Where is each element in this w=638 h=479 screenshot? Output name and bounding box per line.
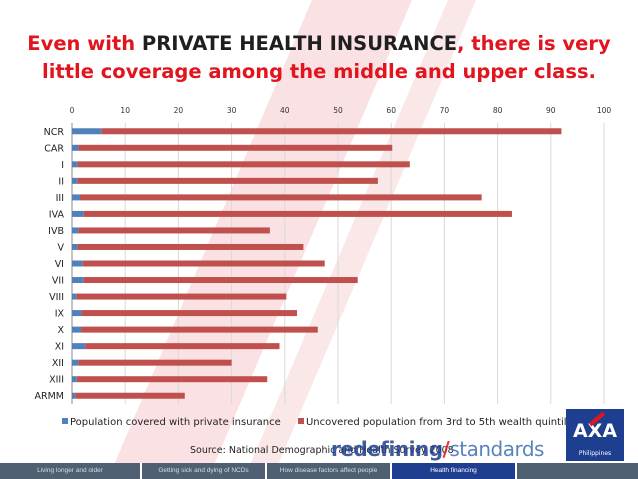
footer-tab-living-longer[interactable]: Living longer and older (0, 463, 140, 479)
bar-uncovered (79, 194, 482, 201)
bar-uncovered (77, 243, 304, 250)
y-tick-label: CAR (44, 143, 64, 154)
diagonal-stripe-main (108, 0, 412, 479)
bar-uncovered (77, 161, 410, 168)
y-tick-label: XIII (49, 375, 64, 386)
bar-covered (72, 260, 83, 267)
x-tick-label: 30 (227, 106, 237, 115)
bar-covered (72, 243, 78, 250)
legend-label-uncovered: Uncovered population from 3rd to 5th wea… (305, 417, 578, 428)
bar-uncovered (76, 293, 287, 300)
bar-covered (72, 326, 82, 333)
bar-uncovered (85, 343, 280, 350)
bar-uncovered (77, 177, 378, 184)
y-tick-label: IVB (48, 226, 64, 237)
x-tick-label: 60 (386, 106, 396, 115)
footer-divider (390, 463, 392, 479)
brand-second: standards (449, 437, 544, 461)
bar-covered (72, 161, 78, 168)
bar-covered (72, 277, 84, 284)
y-tick-label: VII (52, 276, 64, 287)
source-note: Source: National Demographic and Health … (190, 445, 454, 456)
y-tick-label: V (58, 242, 65, 253)
bar-uncovered (81, 310, 298, 317)
legend-swatch-uncovered (297, 418, 304, 424)
brand-tagline: redefining/standards (331, 437, 544, 461)
bar-uncovered (83, 277, 358, 284)
brand-slash: / (442, 437, 450, 461)
title-prefix: Even with (27, 32, 142, 55)
legend-item-covered: Population covered with private insuranc… (62, 417, 281, 428)
footer-divider (265, 463, 267, 479)
bar-uncovered (76, 376, 268, 383)
footer-tab-ncds[interactable]: Getting sick and dying of NCDs (142, 463, 265, 479)
x-tick-label: 90 (546, 106, 556, 115)
footer-nav: Living longer and older Getting sick and… (0, 463, 638, 479)
bar-uncovered (75, 392, 185, 399)
x-tick-label: 0 (70, 106, 75, 115)
bar-covered (72, 343, 86, 350)
diagonal-stripe-thin (244, 0, 476, 479)
bar-covered (72, 144, 79, 151)
x-tick-label: 70 (440, 106, 450, 115)
slide-title: Even with PRIVATE HEALTH INSURANCE, ther… (20, 30, 618, 86)
bar-covered (72, 177, 78, 184)
brand-first: redefining (331, 437, 443, 461)
bar-covered (72, 359, 79, 366)
bar-covered (72, 227, 79, 234)
y-tick-label: IX (55, 309, 65, 320)
y-tick-label: II (58, 176, 64, 187)
bar-uncovered (82, 260, 325, 267)
bar-uncovered (101, 128, 562, 135)
y-tick-label: VIII (49, 292, 64, 303)
x-tick-label: 40 (280, 106, 290, 115)
axa-logo-subtext: Philippines (578, 450, 612, 457)
bar-covered (72, 128, 102, 135)
bar-uncovered (78, 359, 232, 366)
axa-logo-text: AXA (572, 420, 618, 442)
y-tick-label: XII (52, 358, 64, 369)
x-tick-label: 100 (597, 106, 612, 115)
footer-tab-disease-factors[interactable]: How disease factors affect people (267, 463, 390, 479)
x-tick-label: 80 (493, 106, 503, 115)
x-tick-label: 50 (333, 106, 343, 115)
footer-tab-health-financing[interactable]: Health financing (392, 463, 515, 479)
legend-swatch-covered (62, 418, 68, 424)
y-tick-label: ARMM (35, 391, 65, 402)
footer-tab-blank (517, 463, 638, 479)
chart-legend: Population covered with private insuranc… (62, 417, 592, 428)
bar-covered (72, 194, 80, 201)
x-tick-label: 10 (120, 106, 130, 115)
y-tick-label: IVA (49, 209, 65, 220)
y-tick-label: III (56, 193, 64, 204)
legend-label-covered: Population covered with private insuranc… (70, 417, 281, 428)
axa-logo: AXA Philippines (566, 409, 624, 461)
legend-item-uncovered: Uncovered population from 3rd to 5th wea… (297, 417, 578, 428)
bar-covered (72, 310, 82, 317)
bar-covered (72, 293, 77, 300)
y-tick-label: I (61, 160, 64, 171)
y-tick-label: VI (55, 259, 64, 270)
footer-divider (140, 463, 142, 479)
footer-divider (515, 463, 517, 479)
bar-covered (72, 376, 77, 383)
bar-covered (72, 210, 84, 217)
bar-uncovered (81, 326, 318, 333)
title-suffix: , there is very little coverage among th… (42, 32, 611, 83)
bar-uncovered (78, 227, 270, 234)
bar-uncovered (83, 210, 512, 217)
y-tick-label: NCR (44, 127, 65, 138)
x-tick-label: 20 (174, 106, 184, 115)
bar-uncovered (78, 144, 393, 151)
title-highlight: PRIVATE HEALTH INSURANCE (141, 32, 458, 55)
y-tick-label: X (57, 325, 64, 336)
y-tick-label: XI (55, 342, 64, 353)
bar-covered (72, 392, 76, 399)
